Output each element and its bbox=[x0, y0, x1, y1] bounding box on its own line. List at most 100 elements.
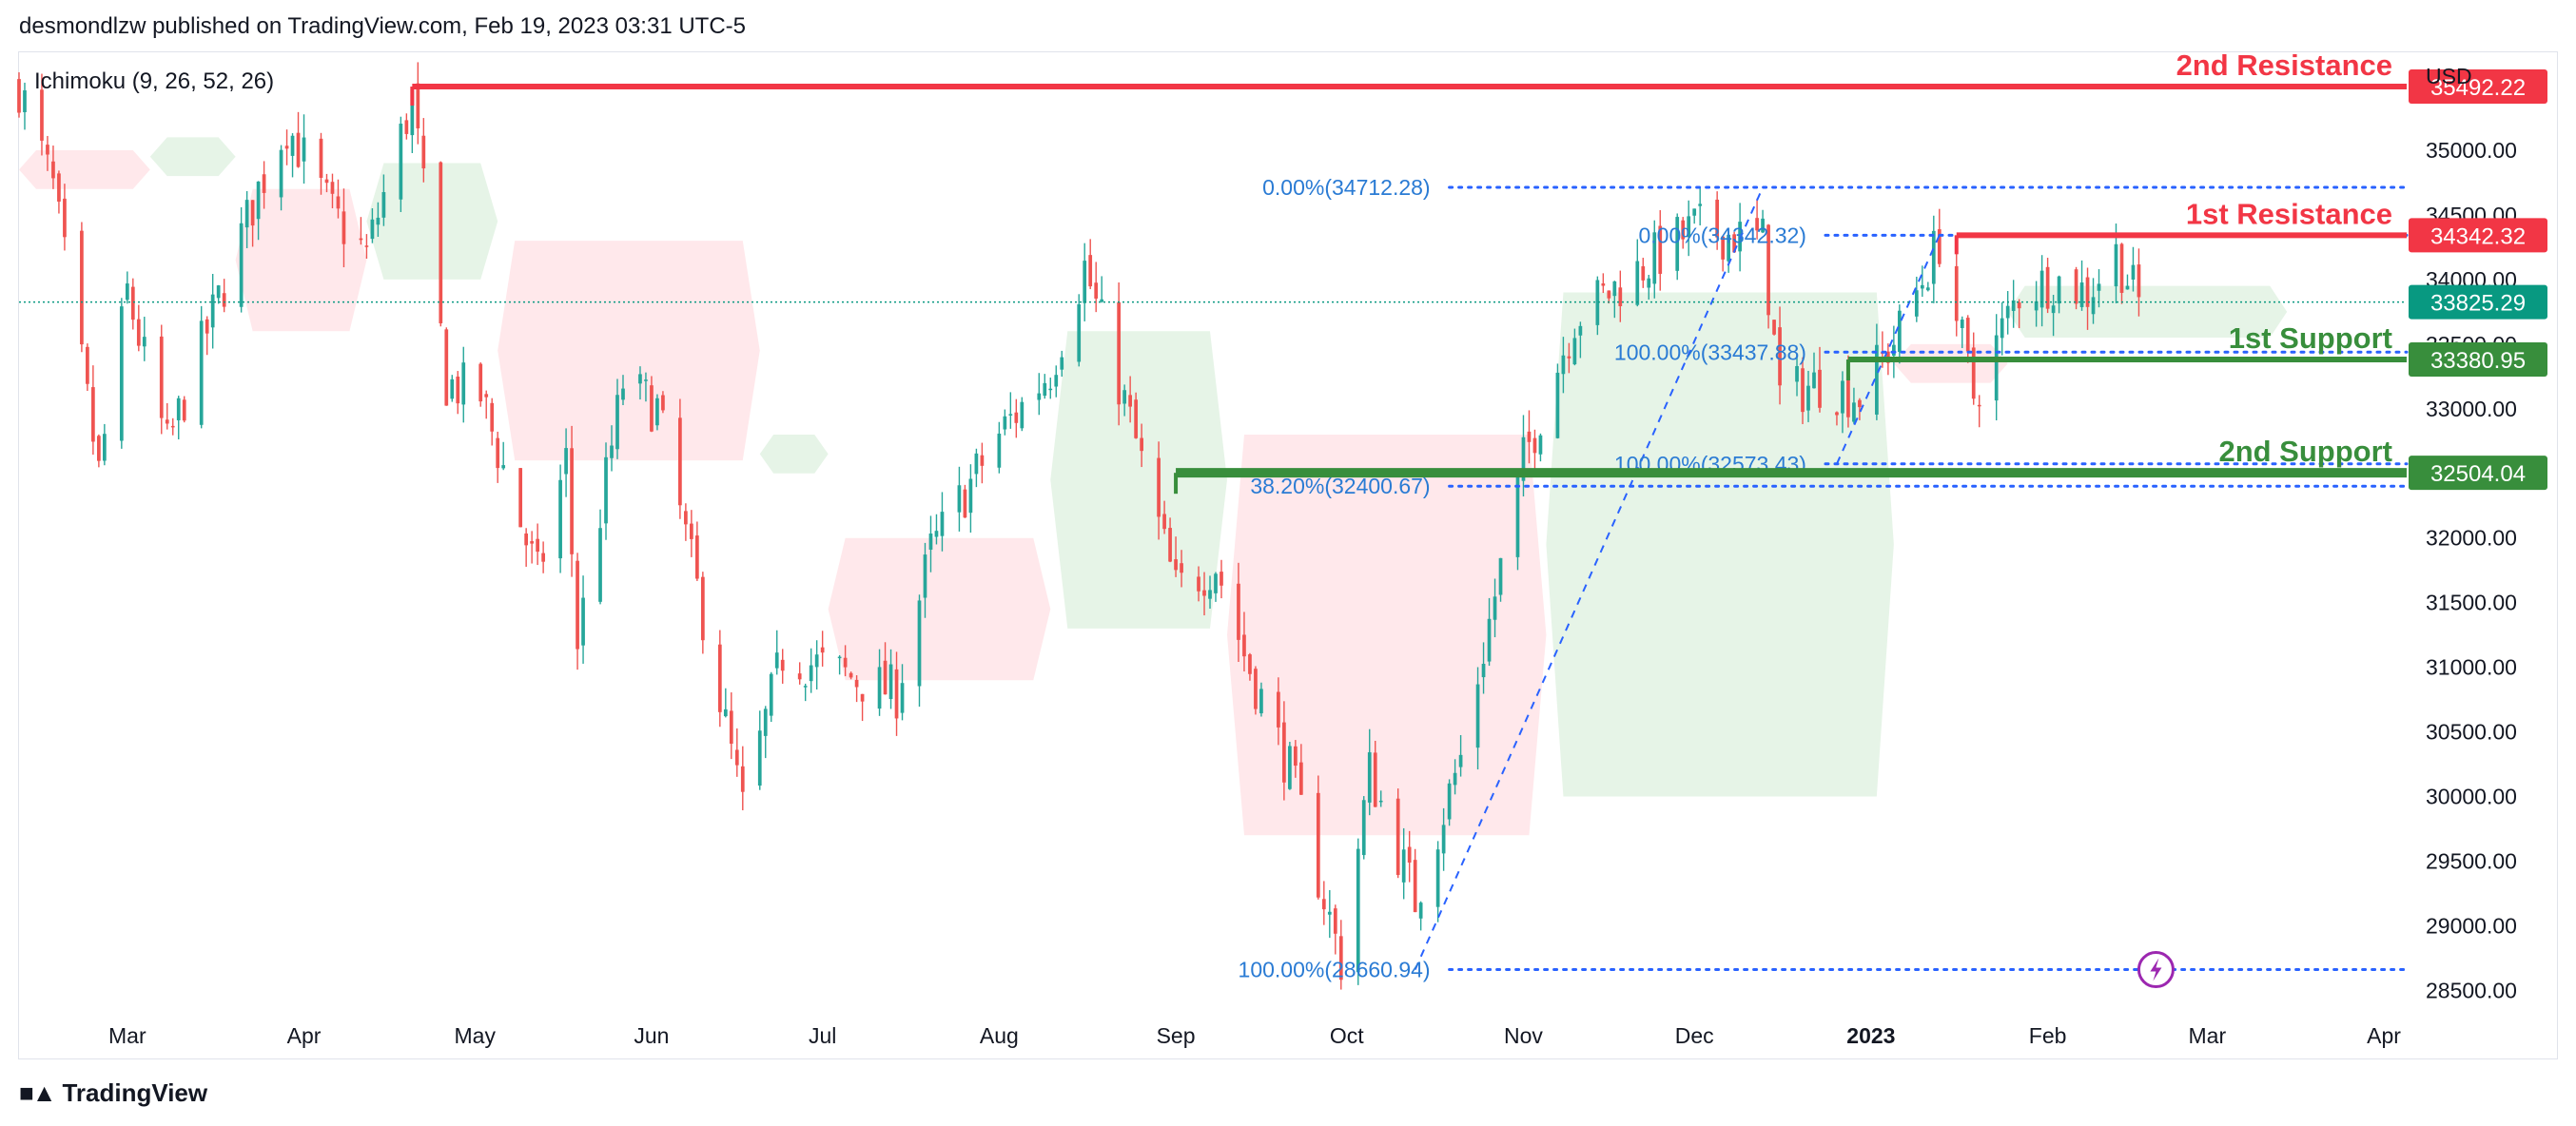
candle-body bbox=[1294, 746, 1298, 767]
chart-frame[interactable] bbox=[18, 51, 2558, 1059]
candle-body bbox=[1795, 365, 1799, 382]
candle-body bbox=[1202, 590, 1206, 596]
candle-body bbox=[239, 223, 244, 307]
candle-body bbox=[136, 319, 141, 346]
candle-body bbox=[1931, 230, 1936, 284]
candle-body bbox=[1134, 399, 1138, 438]
cloud-bear bbox=[1226, 434, 1547, 836]
candle-body bbox=[1020, 401, 1025, 429]
candle-body bbox=[1094, 282, 1099, 299]
cloud-bull bbox=[1050, 331, 1227, 629]
level-price-tag-bg bbox=[2409, 456, 2547, 491]
candle-body bbox=[1761, 218, 1765, 233]
level-name: 1st Resistance bbox=[2186, 197, 2392, 230]
candle-body bbox=[80, 230, 84, 345]
level-price-tag-bg bbox=[2409, 341, 2547, 377]
candle-body bbox=[2005, 305, 2010, 319]
candle-body bbox=[957, 485, 962, 513]
candle-body bbox=[1555, 372, 1560, 438]
candle-body bbox=[963, 489, 967, 518]
candle-body bbox=[1818, 369, 1822, 408]
candle-body bbox=[883, 660, 888, 695]
candle-body bbox=[1356, 848, 1360, 973]
candle-body bbox=[717, 644, 722, 712]
candle-body bbox=[290, 135, 295, 156]
candle-body bbox=[2074, 269, 2078, 304]
cloud-bear bbox=[235, 188, 367, 332]
candle-body bbox=[1316, 792, 1320, 898]
time-axis-label: Apr bbox=[287, 1023, 322, 1048]
level-price-tag-bg bbox=[2409, 69, 2547, 105]
candle-body bbox=[478, 363, 483, 402]
candle-body bbox=[490, 402, 495, 432]
candle-body bbox=[997, 433, 1002, 468]
candle-body bbox=[1453, 772, 1457, 786]
candle-body bbox=[342, 211, 346, 244]
candle-body bbox=[1846, 375, 1850, 417]
candle-body bbox=[576, 560, 579, 650]
candle-body bbox=[496, 437, 500, 469]
candle-body bbox=[690, 523, 693, 539]
candle-body bbox=[1647, 278, 1651, 288]
candle-body bbox=[302, 137, 306, 162]
candles bbox=[17, 62, 2141, 990]
time-axis-label: Feb bbox=[2029, 1023, 2067, 1048]
candle-body bbox=[1687, 216, 1691, 238]
candle-body bbox=[1977, 404, 1981, 407]
cloud-bear bbox=[828, 537, 1051, 681]
levels: 2nd Resistance 1st Resistance 1st Support 2… bbox=[19, 49, 2407, 495]
candle-body bbox=[655, 398, 659, 426]
candle-body bbox=[1413, 860, 1417, 913]
brand-name: TradingView bbox=[62, 1078, 208, 1107]
candle-body bbox=[740, 766, 745, 792]
candle-body bbox=[1237, 583, 1240, 640]
level-price-tag: 34342.32 bbox=[2430, 223, 2526, 249]
candle-body bbox=[1561, 355, 1566, 375]
level-name: 2nd Resistance bbox=[2176, 49, 2392, 82]
candle-body bbox=[604, 456, 608, 524]
candle-body bbox=[1801, 368, 1805, 413]
lightning-glyph bbox=[2150, 958, 2162, 981]
footer-brand[interactable]: ■▲ TradingView bbox=[19, 1078, 207, 1108]
candle-body bbox=[1897, 310, 1902, 352]
candle-body bbox=[210, 294, 215, 328]
candle-body bbox=[170, 425, 175, 428]
candle-body bbox=[46, 145, 49, 155]
candle-body bbox=[1635, 261, 1640, 305]
candle-body bbox=[780, 659, 785, 671]
indicator-label[interactable]: Ichimoku (9, 26, 52, 26) bbox=[34, 68, 274, 94]
time-axis-label: Jun bbox=[634, 1023, 669, 1048]
candle-body bbox=[581, 597, 585, 646]
candle-body bbox=[1641, 265, 1646, 281]
candle-body bbox=[2034, 301, 2039, 311]
candle-body bbox=[1043, 382, 1047, 397]
candle-body bbox=[1852, 402, 1856, 422]
candle-body bbox=[974, 453, 979, 475]
candle-body bbox=[1254, 669, 1258, 709]
candle-body bbox=[917, 600, 922, 687]
candle-body bbox=[615, 395, 619, 450]
candle-body bbox=[130, 286, 135, 320]
candle-body bbox=[797, 673, 802, 680]
candle-body bbox=[2131, 264, 2136, 280]
candle-body bbox=[644, 379, 648, 381]
candle-body bbox=[1515, 473, 1520, 557]
fib-label: 0.00%(34342.32) bbox=[1639, 223, 1806, 247]
candle-body bbox=[1338, 936, 1343, 980]
candle-body bbox=[1128, 395, 1132, 407]
candle-body bbox=[484, 394, 489, 398]
level-price-tag-bg bbox=[2409, 218, 2547, 253]
candle-body bbox=[1960, 320, 1964, 328]
time-axis-label: Sep bbox=[1157, 1023, 1196, 1048]
candle-body bbox=[1435, 849, 1440, 907]
candle-body bbox=[536, 538, 539, 553]
time-axis-label: Apr bbox=[2367, 1023, 2401, 1048]
candle-body bbox=[1367, 752, 1372, 803]
candle-body bbox=[119, 306, 124, 441]
candle-body bbox=[1378, 800, 1383, 803]
candle-body bbox=[1658, 225, 1663, 274]
candle-body bbox=[1994, 335, 1999, 401]
fib-label: 38.20%(32400.67) bbox=[1250, 474, 1430, 498]
candle-body bbox=[809, 665, 813, 682]
